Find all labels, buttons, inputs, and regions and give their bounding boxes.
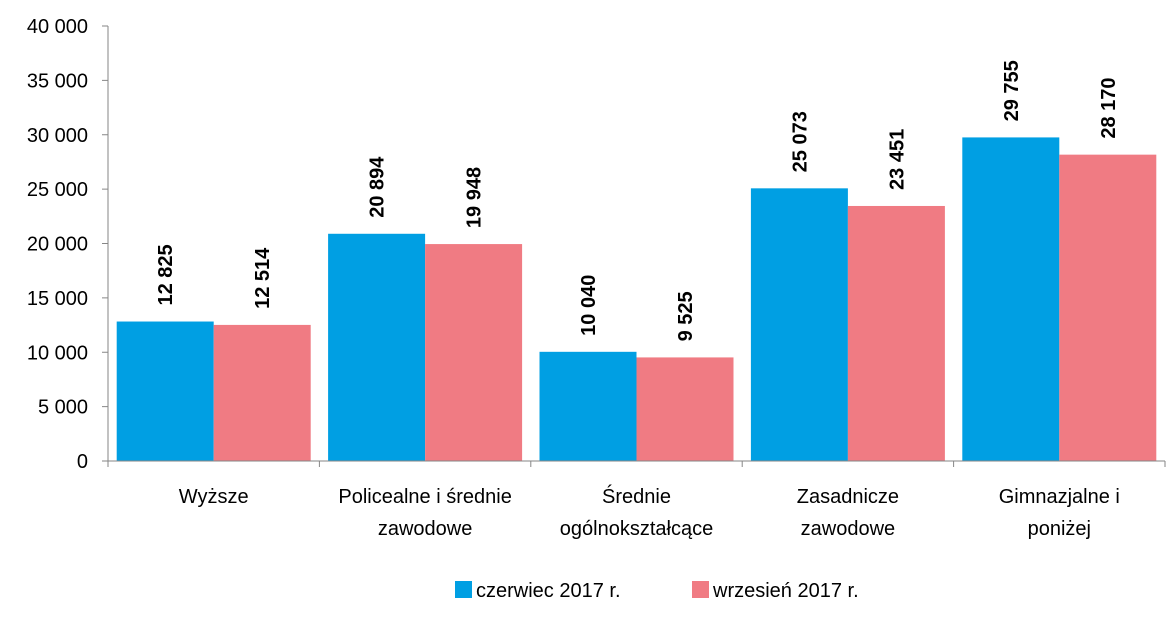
x-category-label: Gimnazjalne i [999, 486, 1120, 508]
y-tick-label: 20 000 [27, 234, 88, 256]
y-tick-label: 35 000 [27, 70, 88, 92]
y-tick-label: 5 000 [38, 397, 88, 419]
data-label: 25 073 [789, 111, 811, 172]
y-axis: 0 5 000 10 000 15 000 20 000 25 000 30 000 35 0… [27, 16, 109, 473]
bar [750, 188, 848, 462]
data-label: 20 894 [367, 156, 389, 218]
x-axis: Wyższe Policealne i średnie zawodowe Średni… [107, 460, 1166, 540]
bar [1059, 154, 1157, 461]
x-category-label: Zasadnicze [797, 486, 899, 508]
x-category-label: Policealne i średnie [338, 486, 511, 508]
bar [116, 321, 214, 461]
data-label: 10 040 [578, 275, 600, 336]
y-tick-label: 30 000 [27, 125, 88, 147]
bar [539, 351, 637, 461]
data-label: 28 170 [1098, 77, 1120, 138]
bar [425, 244, 523, 461]
data-label: 12 825 [155, 244, 177, 305]
x-category-label: zawodowe [378, 518, 473, 540]
y-tick-label: 15 000 [27, 288, 88, 310]
data-label: 9 525 [675, 291, 697, 341]
x-category-label: Wyższe [179, 486, 249, 508]
bar [847, 205, 945, 461]
legend-label: czerwiec 2017 r. [476, 580, 621, 602]
bar [213, 324, 311, 461]
bars [116, 137, 1157, 462]
data-labels: 12 825 12 514 20 894 19 948 10 040 9 525 25 07… [155, 60, 1120, 341]
data-label: 19 948 [464, 167, 486, 228]
bar [636, 357, 734, 461]
bar [328, 233, 426, 461]
y-tick-label: 40 000 [27, 16, 88, 38]
legend-label: wrzesień 2017 r. [712, 580, 859, 602]
data-label: 23 451 [886, 129, 908, 190]
y-tick-label: 0 [77, 451, 88, 473]
legend-swatch [455, 581, 472, 598]
y-tick-label: 25 000 [27, 179, 88, 201]
bar [962, 137, 1060, 461]
legend-swatch [692, 581, 709, 598]
x-category-label: zawodowe [801, 518, 896, 540]
data-label: 12 514 [252, 247, 274, 309]
x-category-label: ogólnokształcące [560, 518, 713, 540]
x-category-label: poniżej [1028, 518, 1091, 540]
x-category-label: Średnie [602, 484, 671, 508]
legend: czerwiec 2017 r. wrzesień 2017 r. [455, 580, 859, 602]
y-tick-label: 10 000 [27, 342, 88, 364]
data-label: 29 755 [1001, 60, 1023, 121]
